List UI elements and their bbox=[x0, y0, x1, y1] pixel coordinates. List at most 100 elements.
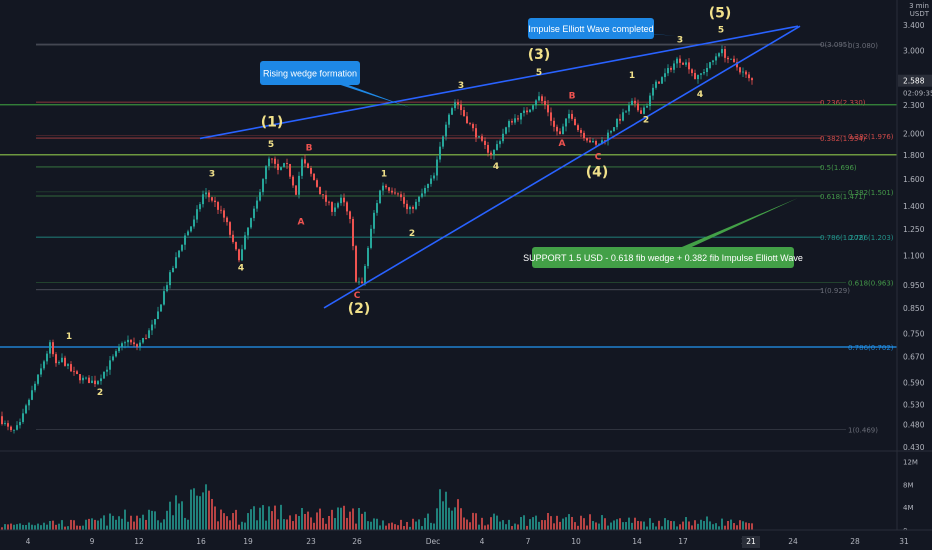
candle-body bbox=[382, 185, 384, 191]
candle bbox=[214, 196, 216, 207]
candle bbox=[310, 165, 312, 177]
candle bbox=[181, 244, 183, 253]
volume-bar bbox=[247, 513, 249, 530]
volume-bar bbox=[70, 519, 72, 530]
interval-label: 3 min bbox=[909, 2, 929, 10]
candle-body bbox=[337, 203, 339, 208]
candle-body bbox=[721, 49, 723, 54]
candle bbox=[85, 376, 87, 380]
volume-bar bbox=[418, 519, 420, 530]
candle bbox=[142, 337, 144, 345]
candle-body bbox=[469, 123, 471, 125]
volume-bar bbox=[436, 508, 438, 530]
candle-body bbox=[415, 201, 417, 209]
volume-bar bbox=[523, 515, 525, 530]
volume-bar bbox=[580, 515, 582, 530]
volume-bar bbox=[487, 524, 489, 530]
volume-bar bbox=[181, 501, 183, 530]
volume-bar bbox=[469, 522, 471, 530]
candle bbox=[646, 103, 648, 109]
candle-body bbox=[385, 185, 387, 188]
candle-body bbox=[601, 140, 603, 145]
candle-body bbox=[646, 106, 648, 108]
volume-bar bbox=[16, 524, 18, 530]
candle-body bbox=[730, 58, 732, 60]
candle bbox=[352, 216, 354, 251]
volume-bar bbox=[745, 522, 747, 530]
candle bbox=[475, 123, 477, 143]
candle-body bbox=[406, 203, 408, 210]
volume-bar bbox=[475, 513, 477, 530]
candle-body bbox=[280, 167, 282, 170]
candle-body bbox=[61, 357, 63, 363]
wave-label: 1 bbox=[66, 332, 72, 342]
candle-body bbox=[670, 68, 672, 70]
candle-body bbox=[175, 257, 177, 268]
candle bbox=[634, 97, 636, 108]
volume-bar bbox=[235, 509, 237, 530]
candle bbox=[40, 363, 42, 378]
candle bbox=[655, 79, 657, 90]
candle-body bbox=[88, 377, 90, 384]
volume-bar bbox=[445, 491, 447, 530]
candle-body bbox=[295, 185, 297, 195]
fib-label-left: 1(0.929) bbox=[820, 287, 850, 295]
candle bbox=[739, 66, 741, 75]
candle-body bbox=[712, 60, 714, 63]
volume-bar bbox=[133, 521, 135, 530]
candle-body bbox=[142, 338, 144, 343]
volume-bar bbox=[544, 520, 546, 530]
candle-body bbox=[325, 195, 327, 202]
candle bbox=[697, 74, 699, 84]
volume-bar bbox=[709, 521, 711, 530]
fib-label-right: 0.786(1.203) bbox=[848, 234, 894, 242]
volume-bar bbox=[295, 514, 297, 530]
volume-bar bbox=[7, 524, 9, 530]
volume-bar bbox=[427, 513, 429, 530]
candle-body bbox=[490, 152, 492, 155]
candle bbox=[253, 205, 255, 222]
callout-box bbox=[532, 247, 794, 268]
candle bbox=[220, 205, 222, 214]
candle bbox=[358, 277, 360, 285]
time-tick-label: 9 bbox=[90, 537, 95, 546]
candle-body bbox=[424, 188, 426, 194]
volume-bar bbox=[163, 519, 165, 530]
candle bbox=[334, 203, 336, 217]
candle-body bbox=[556, 126, 558, 132]
volume-bar bbox=[364, 511, 366, 530]
candle-body bbox=[244, 235, 246, 250]
candle-body bbox=[430, 178, 432, 184]
volume-tick-label: 12M bbox=[903, 459, 918, 467]
candle bbox=[538, 91, 540, 102]
candle-body bbox=[418, 196, 420, 202]
volume-bar bbox=[232, 513, 234, 530]
volume-bar bbox=[94, 519, 96, 530]
volume-bar bbox=[532, 517, 534, 530]
candle-body bbox=[682, 62, 684, 65]
candle-body bbox=[355, 246, 357, 282]
candle bbox=[751, 77, 753, 85]
time-tick-label: 10 bbox=[571, 537, 581, 546]
candle-body bbox=[640, 110, 642, 114]
volume-bar bbox=[595, 522, 597, 530]
candle bbox=[271, 158, 273, 164]
candle bbox=[172, 265, 174, 273]
volume-bar bbox=[529, 519, 531, 530]
candle bbox=[721, 45, 723, 57]
candle bbox=[343, 193, 345, 207]
volume-bar bbox=[124, 509, 126, 530]
candle-body bbox=[7, 423, 9, 427]
volume-bar bbox=[211, 498, 213, 530]
candle-body bbox=[103, 371, 105, 379]
candle bbox=[151, 319, 153, 336]
volume-bar bbox=[28, 522, 30, 530]
candle-body bbox=[31, 390, 33, 400]
candle bbox=[517, 115, 519, 122]
candle bbox=[373, 210, 375, 234]
candle bbox=[685, 59, 687, 67]
candle-body bbox=[358, 281, 360, 283]
candle-body bbox=[136, 344, 138, 347]
